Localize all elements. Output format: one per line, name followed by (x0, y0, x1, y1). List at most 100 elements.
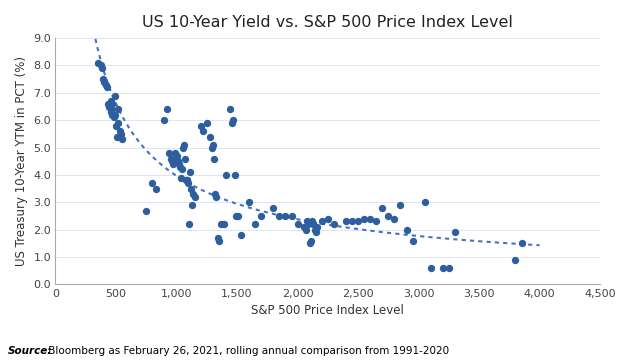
Point (116, 131, 126, 137)
Point (516, 240, 526, 246)
Point (172, 153, 182, 159)
Point (396, 202, 406, 208)
Point (177, 166, 187, 172)
Point (189, 191, 199, 197)
Point (111, 123, 121, 129)
Point (206, 145, 216, 151)
Point (98, 76, 109, 82)
Point (304, 221, 314, 227)
Point (268, 205, 278, 211)
Point (103, 101, 113, 107)
Point (233, 213, 244, 219)
Text: Source:: Source: (8, 345, 52, 356)
Point (274, 213, 285, 219)
Text: Bloomberg as February 26, 2021, rolling annual comparison from 1991-2020: Bloomberg as February 26, 2021, rolling … (45, 345, 449, 356)
Point (104, 104, 114, 109)
Point (106, 106, 116, 112)
Point (227, 120, 237, 126)
Point (107, 101, 117, 107)
Point (312, 224, 322, 230)
Point (444, 265, 454, 271)
Point (151, 186, 161, 191)
Point (317, 218, 327, 224)
Point (115, 128, 125, 134)
Point (359, 216, 369, 222)
Title: US 10-Year Yield vs. S&P 500 Price Index Level: US 10-Year Yield vs. S&P 500 Price Index… (143, 15, 513, 30)
Point (196, 123, 206, 129)
Point (230, 172, 240, 178)
Point (102, 84, 112, 90)
Point (235, 232, 245, 238)
Point (450, 230, 460, 235)
Point (438, 265, 448, 271)
Point (310, 230, 321, 235)
Point (510, 257, 521, 263)
Point (244, 199, 254, 205)
Point (101, 82, 111, 87)
Point (225, 106, 235, 112)
Point (173, 158, 183, 164)
Point (167, 158, 177, 164)
Point (408, 238, 418, 244)
Point (426, 265, 436, 271)
Point (401, 227, 411, 232)
Point (228, 117, 239, 123)
Point (353, 218, 363, 224)
Point (210, 191, 220, 197)
Point (105, 109, 115, 115)
Point (112, 134, 122, 139)
Point (219, 221, 229, 227)
Point (250, 221, 260, 227)
Point (114, 106, 124, 112)
Point (168, 161, 179, 167)
Point (147, 180, 157, 186)
Point (160, 117, 170, 123)
Point (221, 172, 231, 178)
Point (389, 216, 399, 222)
Point (202, 120, 212, 126)
Point (365, 216, 375, 222)
Point (141, 208, 151, 213)
Point (329, 221, 339, 227)
X-axis label: S&P 500 Price Index Level: S&P 500 Price Index Level (251, 304, 404, 317)
Point (174, 161, 184, 167)
Point (309, 221, 319, 227)
Point (179, 142, 189, 148)
Point (309, 227, 319, 232)
Point (184, 221, 194, 227)
Point (110, 112, 120, 118)
Point (211, 194, 221, 200)
Point (187, 202, 198, 208)
Point (176, 175, 186, 180)
Point (109, 114, 119, 120)
Point (293, 221, 303, 227)
Point (231, 213, 241, 219)
Point (164, 150, 174, 156)
Point (205, 134, 215, 139)
Point (190, 194, 200, 200)
Point (106, 98, 116, 104)
Point (209, 156, 219, 161)
Point (347, 218, 357, 224)
Point (107, 112, 117, 118)
Point (185, 169, 195, 175)
Point (178, 145, 188, 151)
Point (306, 238, 316, 244)
Point (298, 224, 309, 230)
Point (182, 178, 192, 183)
Point (305, 240, 315, 246)
Point (97, 65, 107, 71)
Point (377, 205, 387, 211)
Point (216, 221, 227, 227)
Point (371, 218, 381, 224)
Point (170, 150, 180, 156)
Point (208, 142, 218, 148)
Point (301, 227, 311, 232)
Point (110, 93, 120, 99)
Point (182, 178, 192, 183)
Point (420, 199, 430, 205)
Point (175, 164, 186, 170)
Point (162, 106, 172, 112)
Point (93, 60, 103, 66)
Point (256, 213, 266, 219)
